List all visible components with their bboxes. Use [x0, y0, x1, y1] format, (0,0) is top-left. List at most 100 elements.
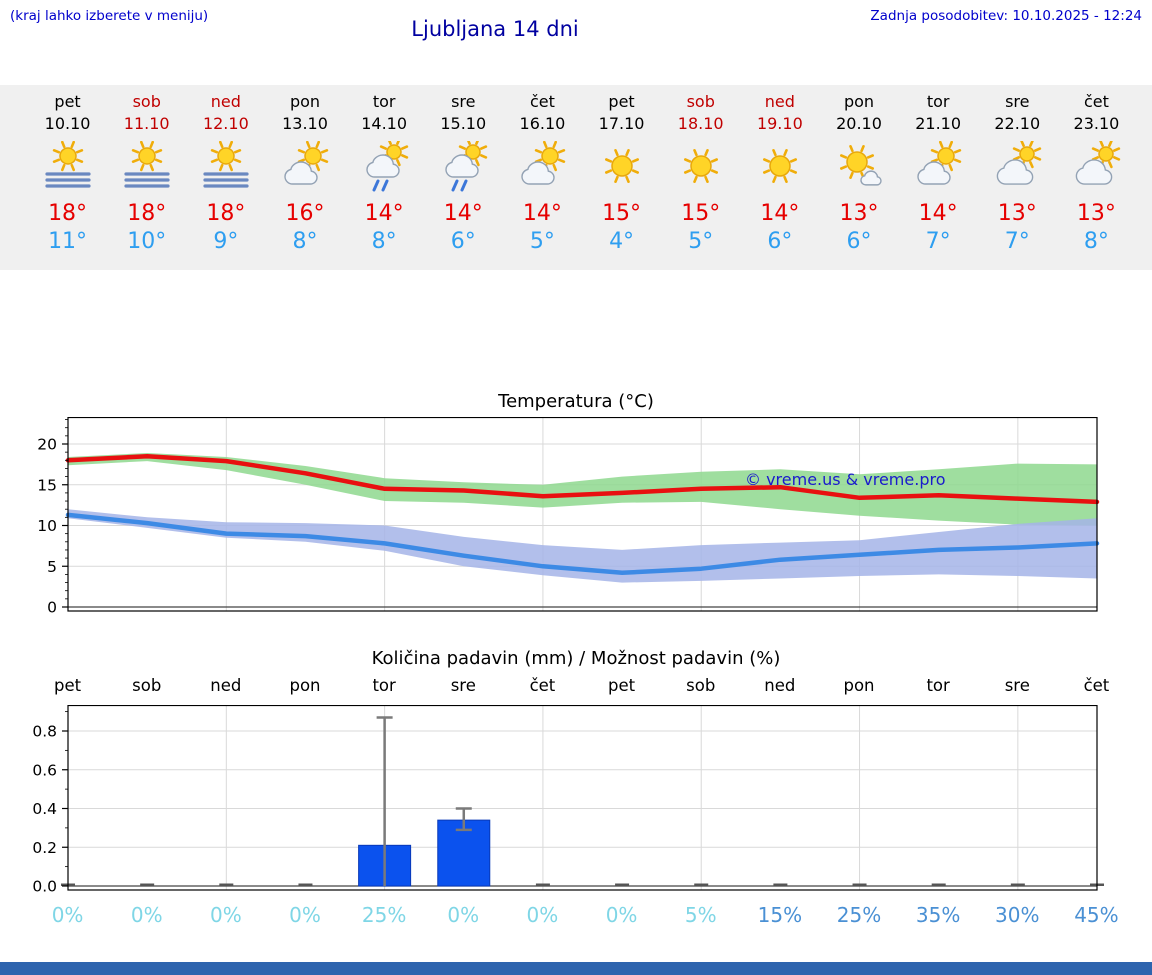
day-name: pon [289, 92, 321, 111]
copyright-link[interactable]: © vreme.us & vreme.pro [745, 470, 946, 489]
precip-day-label: sre [450, 676, 476, 695]
day-date: 11.10 [123, 114, 170, 133]
day-name: sre [1005, 92, 1030, 111]
cloudy-sun-icon [978, 139, 1057, 195]
precip-probability: 25% [836, 903, 882, 927]
forecast-day-column: pon 20.10 13° 6° [819, 91, 898, 255]
day-low-temp: 8° [292, 229, 318, 254]
zero-precip-mark [1010, 883, 1025, 886]
y-tick-label: 0.2 [32, 839, 57, 857]
day-name: ned [764, 92, 795, 111]
forecast-day-column: čet 16.10 14° 5° [503, 91, 582, 255]
zero-precip-mark [615, 883, 630, 886]
precip-day-label: čet [1083, 676, 1110, 695]
sun-fog-icon [186, 139, 265, 195]
day-low-temp: 7° [925, 229, 951, 254]
forecast-day-column: pet 10.10 18° 11° [28, 91, 107, 255]
precip-day-label: čet [529, 676, 556, 695]
forecast-day-column: sre 15.10 14° 6° [424, 91, 503, 255]
precip-day-label: ned [210, 676, 242, 695]
day-high-temp: 14° [918, 201, 958, 226]
zero-precip-mark [694, 883, 709, 886]
location-menu-note: (kraj lahko izberete v meniju) [10, 8, 209, 24]
forecast-strip: pet 10.10 18° 11° sob 11.10 18° 10° ned 12.10 18° 9… [0, 85, 1152, 270]
day-name: čet [529, 92, 555, 111]
precip-probability: 30% [995, 903, 1040, 927]
precip-probability: 0% [209, 903, 242, 927]
precip-day-label: tor [926, 676, 950, 695]
sun-fog-icon [107, 139, 186, 195]
precip-probability-row: 0% 0% 0% 0% 25% 0% 0% 0% 5% 15% 25% 35% 30% 45% [28, 903, 1136, 927]
sunny-icon [582, 139, 661, 195]
day-high-temp: 18° [127, 201, 167, 226]
day-date: 21.10 [915, 114, 962, 133]
zero-precip-mark [852, 883, 867, 886]
forecast-day-column: ned 19.10 14° 6° [740, 91, 819, 255]
day-date: 22.10 [994, 114, 1041, 133]
precip-probability: 15% [757, 903, 803, 927]
page-title: Ljubljana 14 dni [411, 17, 579, 41]
y-tick-label: 0.0 [32, 878, 57, 896]
precip-probability: 0% [526, 903, 559, 927]
precip-day-label: ned [764, 676, 796, 695]
precip-day-label: pon [289, 676, 321, 695]
forecast-day-column: tor 21.10 14° 7° [899, 91, 978, 255]
precip-probability: 35% [915, 903, 961, 927]
precip-day-label: sob [132, 676, 162, 695]
day-low-temp: 8° [371, 229, 397, 254]
day-name: ned [210, 92, 241, 111]
day-name: sre [451, 92, 476, 111]
plot-border [67, 705, 1098, 891]
precip-chart: 0.0 0.2 0.4 0.6 0.8 [32, 705, 1104, 896]
day-high-temp: 14° [522, 201, 562, 226]
forecast-days-grid: pet 10.10 18° 11° sob 11.10 18° 10° ned 12.10 18° 9… [28, 91, 1136, 255]
day-low-temp: 6° [846, 229, 872, 254]
day-name: pet [54, 92, 81, 111]
y-tick-label: 0.8 [32, 723, 57, 741]
day-date: 14.10 [361, 114, 408, 133]
zero-precip-mark [535, 883, 550, 886]
day-low-temp: 6° [767, 229, 793, 254]
day-low-temp: 5° [688, 229, 714, 254]
min-temp-line [65, 512, 1100, 576]
precip-day-labels-row: pet sob ned pon tor sre čet pet sob ned pon tor sre č… [28, 676, 1136, 695]
day-date: 13.10 [282, 114, 328, 133]
partly-cloudy-icon [899, 139, 978, 195]
precip-probability: 5% [684, 903, 717, 927]
day-date: 23.10 [1073, 114, 1120, 133]
precip-day-label: pet [608, 676, 636, 695]
forecast-day-column: ned 12.10 18° 9° [186, 91, 265, 255]
precip-day-label: sre [1004, 676, 1030, 695]
temperature-chart-title: Temperatura (°C) [498, 391, 654, 412]
day-high-temp: 13° [997, 201, 1037, 226]
showers-icon [345, 139, 424, 195]
sun-fog-icon [28, 139, 107, 195]
plot-border [67, 417, 1098, 612]
partly-cloudy-icon [503, 139, 582, 195]
precip-probability: 45% [1074, 903, 1119, 927]
day-high-temp: 15° [681, 201, 721, 226]
day-name: tor [926, 92, 950, 111]
day-low-temp: 9° [213, 229, 239, 254]
partly-cloudy-icon [265, 139, 344, 195]
precip-probability: 25% [361, 903, 407, 927]
forecast-day-column: sob 18.10 15° 5° [661, 91, 740, 255]
precip-chart-title: Količina padavin (mm) / Možnost padavin … [371, 648, 781, 669]
day-high-temp: 13° [839, 201, 879, 226]
forecast-day-column: sre 22.10 13° 7° [978, 91, 1057, 255]
day-name: pet [608, 92, 635, 111]
day-high-temp: 14° [364, 201, 404, 226]
y-tick-label: 0.4 [32, 800, 57, 818]
cloudy-sun-icon [1057, 139, 1136, 195]
day-high-temp: 18° [48, 201, 88, 226]
showers-icon [424, 139, 503, 195]
sunny-icon [661, 139, 740, 195]
day-name: pon [843, 92, 875, 111]
precip-probability: 0% [289, 903, 321, 927]
max-temp-line [65, 453, 1100, 505]
precip-bar [437, 819, 491, 887]
max-temp-range-band [68, 453, 1097, 526]
zero-precip-mark [140, 883, 155, 886]
zero-precip-mark [219, 883, 234, 886]
